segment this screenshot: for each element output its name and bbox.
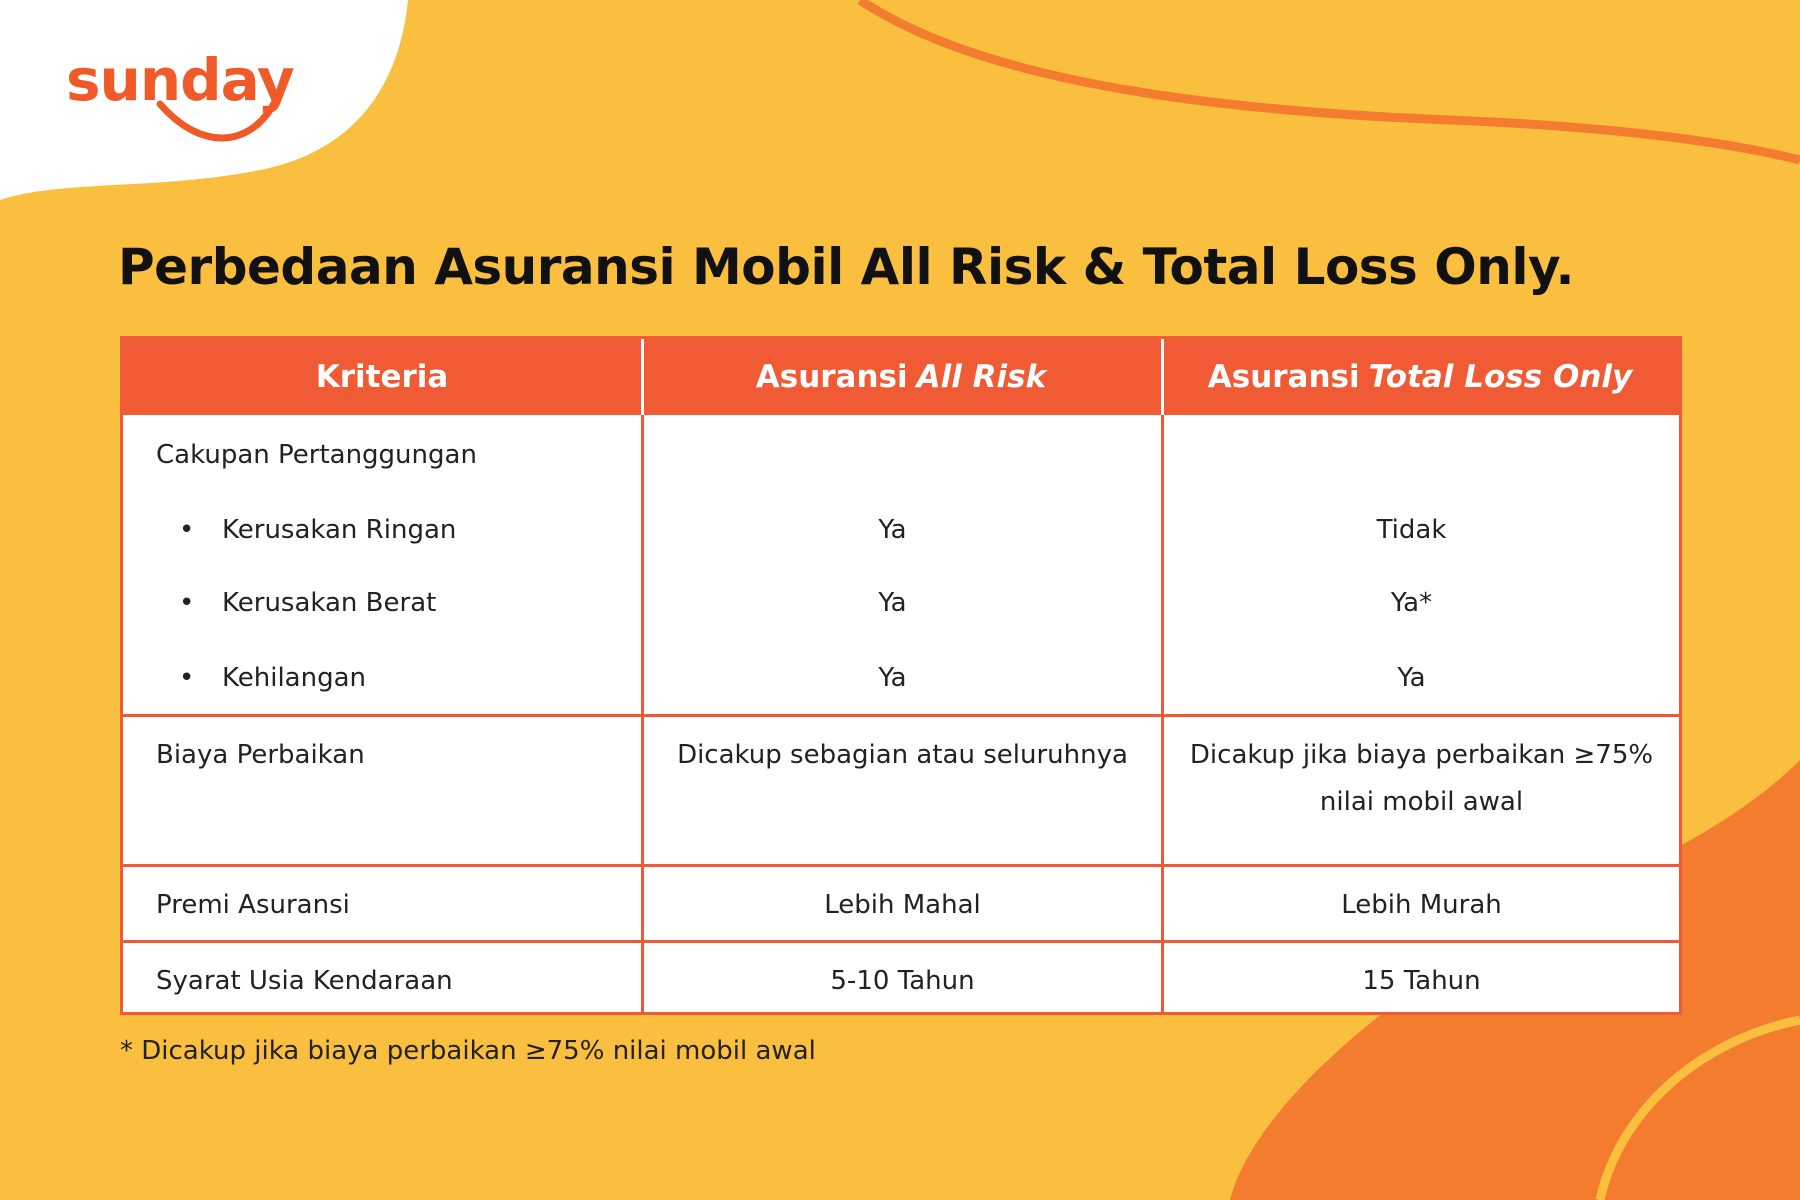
header-text: Asuransi xyxy=(1207,359,1360,395)
coverage-item: Kerusakan Berat xyxy=(222,588,437,618)
row-divider xyxy=(123,864,1679,867)
column-divider xyxy=(1161,415,1164,1012)
header-divider xyxy=(1161,339,1164,415)
footnote: * Dicakup jika biaya perbaikan ≥75% nila… xyxy=(120,1036,816,1066)
all-risk-value: 5-10 Tahun xyxy=(830,966,975,996)
curve xyxy=(857,0,1800,165)
total-loss-value: Dicakup jika biaya perbaikan ≥75% xyxy=(1189,740,1654,770)
curve xyxy=(1595,1015,1800,1200)
logo: sunday xyxy=(66,46,295,114)
header-cell: Kriteria xyxy=(123,339,641,415)
header-text: Asuransi xyxy=(755,359,908,395)
total-loss-value: Ya* xyxy=(1390,588,1433,618)
all-risk-value: Ya xyxy=(878,588,907,618)
bullet: • xyxy=(179,515,195,545)
all-risk-value: Lebih Mahal xyxy=(824,890,981,920)
total-loss-value: Tidak xyxy=(1376,515,1447,545)
criterion: Premi Asuransi xyxy=(156,890,350,920)
criterion: Cakupan Pertanggungan xyxy=(156,440,477,470)
footnote-text: Dicakup jika biaya perbaikan ≥75% nilai … xyxy=(141,1036,816,1066)
header-text: Kriteria xyxy=(315,359,449,395)
column-divider xyxy=(641,415,644,1012)
title: Perbedaan Asuransi Mobil All Risk & Tota… xyxy=(118,238,1574,296)
criterion: Syarat Usia Kendaraan xyxy=(156,966,453,996)
header-divider xyxy=(641,339,644,415)
bullet: • xyxy=(179,588,195,618)
coverage-item: Kehilangan xyxy=(222,663,367,693)
white-blob xyxy=(0,0,408,200)
coverage-item: Kerusakan Ringan xyxy=(222,515,457,545)
total-loss-value: Lebih Murah xyxy=(1341,890,1502,920)
bullet: • xyxy=(179,663,195,693)
footnote-marker: * xyxy=(120,1036,133,1066)
header-emphasis: All Risk xyxy=(916,359,1047,395)
header-cell: Asuransi Total Loss Only xyxy=(1161,339,1679,415)
total-loss-value: 15 Tahun xyxy=(1362,966,1481,996)
header-cell: Asuransi All Risk xyxy=(641,339,1161,415)
all-risk-value: Ya xyxy=(878,663,907,693)
row-divider xyxy=(123,940,1679,943)
row-divider xyxy=(123,714,1679,717)
all-risk-value: Ya xyxy=(878,515,907,545)
logo-smile xyxy=(156,96,280,142)
total-loss-value: Ya xyxy=(1397,663,1426,693)
total-loss-value: nilai mobil awal xyxy=(1319,787,1524,817)
criterion: Biaya Perbaikan xyxy=(156,740,365,770)
table: Kriteria Asuransi All Risk Asuransi Total … xyxy=(120,336,1682,1015)
header-emphasis: Total Loss Only xyxy=(1368,359,1633,395)
all-risk-value: Dicakup sebagian atau seluruhnya xyxy=(677,740,1128,770)
